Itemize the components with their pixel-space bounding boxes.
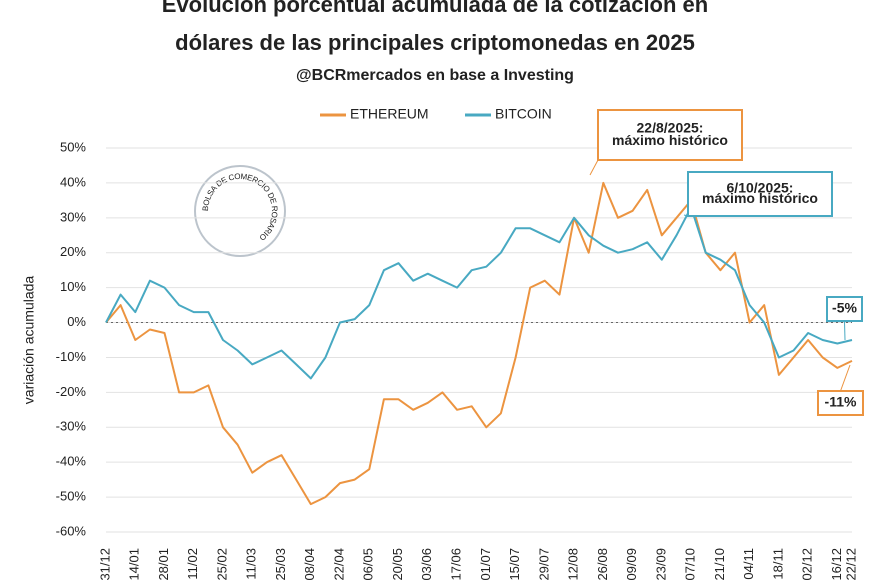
x-tick-label: 04/11 — [741, 548, 756, 580]
annotation-text: 22/8/2025: — [637, 119, 704, 135]
x-tick-label: 16/12 — [829, 548, 844, 580]
x-tick-label: 02/12 — [800, 548, 815, 580]
annotation-box — [826, 296, 863, 322]
x-tick-label: 15/07 — [507, 548, 522, 580]
x-tick-label: 22/04 — [331, 548, 346, 580]
x-tick-label: 25/03 — [273, 548, 288, 580]
x-tick-label: 01/07 — [478, 548, 493, 580]
x-tick-label: 31/12 — [97, 548, 112, 580]
legend-label: BITCOIN — [495, 106, 552, 122]
annotation-text: -11% — [825, 394, 857, 410]
y-tick-label: 20% — [60, 244, 86, 259]
x-tick-label: 20/05 — [390, 548, 405, 580]
x-tick-label: 29/07 — [536, 548, 551, 580]
series-line — [105, 181, 853, 506]
annotation-box — [817, 390, 864, 416]
annotation-text: máximo histórico — [702, 190, 818, 206]
chart-title: dólares de las principales criptomonedas… — [175, 30, 695, 55]
x-tick-label: 08/04 — [302, 548, 317, 580]
y-tick-label: 30% — [60, 209, 86, 224]
y-axis-label: variación acumulada — [21, 276, 37, 405]
x-tick-label: 03/06 — [419, 548, 434, 580]
annotation-leader — [844, 320, 846, 341]
y-tick-label: 10% — [60, 279, 86, 294]
watermark-ring — [194, 165, 286, 257]
x-tick-label: 28/01 — [156, 548, 171, 580]
annotation-leader — [589, 159, 599, 176]
y-tick-label: -30% — [56, 419, 87, 434]
y-tick-label: -60% — [56, 523, 87, 538]
y-tick-label: -50% — [56, 489, 87, 504]
annotation-box — [597, 109, 743, 161]
y-tick-label: -10% — [56, 349, 87, 364]
x-tick-label: 23/09 — [653, 548, 668, 580]
x-tick-label: 07/10 — [683, 548, 698, 580]
x-tick-label: 17/06 — [448, 548, 463, 580]
x-tick-label: 26/08 — [595, 548, 610, 580]
x-tick-label: 12/08 — [566, 548, 581, 580]
x-tick-label: 11/03 — [244, 548, 259, 580]
x-tick-label: 25/02 — [214, 548, 229, 580]
y-tick-label: -20% — [56, 384, 87, 399]
x-tick-label: 06/05 — [361, 548, 376, 580]
annotation-text: -5% — [832, 300, 857, 316]
x-tick-label: 11/02 — [185, 548, 200, 580]
annotation-box — [687, 171, 833, 217]
chart-title: Evolución porcentual acumulada de la cot… — [162, 0, 708, 17]
x-tick-label: 21/10 — [712, 548, 727, 580]
chart-subtitle: @BCRmercados en base a Investing — [296, 67, 574, 84]
x-tick-label: 14/01 — [127, 548, 142, 580]
series-line — [105, 206, 853, 380]
x-tick-label: 18/11 — [770, 548, 785, 580]
annotation-leader — [840, 364, 851, 392]
annotation-text: máximo histórico — [612, 132, 728, 148]
x-tick-label: 09/09 — [624, 548, 639, 580]
y-tick-label: -40% — [56, 454, 87, 469]
y-tick-label: 50% — [60, 139, 86, 154]
annotation-text: 6/10/2025: — [727, 179, 794, 195]
y-tick-label: 40% — [60, 174, 86, 189]
x-tick-label: 22/12 — [843, 548, 858, 580]
legend-label: ETHEREUM — [350, 106, 429, 122]
y-tick-label: 0% — [67, 314, 86, 329]
